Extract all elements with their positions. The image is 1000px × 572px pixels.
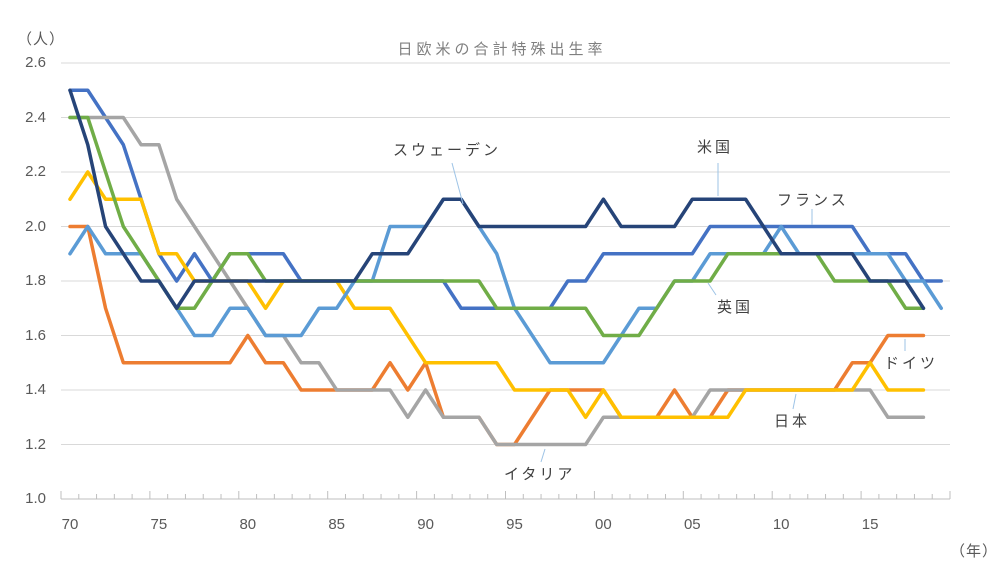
- series-label-germany: ドイツ: [884, 355, 939, 372]
- y-axis-unit-label: （人）: [17, 31, 66, 48]
- line-series-sweden: [68, 197, 943, 365]
- series-label-france: フランス: [777, 192, 849, 209]
- y-tick-label: 2.6: [25, 54, 46, 71]
- x-tick-label: 15: [861, 516, 879, 533]
- y-tick-label: 2.4: [25, 108, 46, 126]
- y-tick-label: 1.2: [25, 435, 46, 453]
- leader-line-uk: [707, 282, 717, 296]
- x-tick-label: 05: [683, 516, 701, 533]
- x-tick-label: 70: [61, 516, 79, 533]
- x-tick-label: 75: [150, 516, 168, 533]
- x-tick-label: 00: [595, 516, 612, 533]
- x-tick-label: 95: [506, 516, 523, 533]
- x-tick-label: 85: [328, 516, 346, 533]
- y-tick-label: 1.0: [25, 490, 46, 507]
- x-tick-label: 90: [417, 516, 434, 533]
- y-tick-label: 2.2: [25, 163, 46, 180]
- leader-line-japan: [792, 393, 797, 410]
- x-tick-label: 10: [772, 516, 790, 533]
- x-tick-label: 80: [239, 516, 257, 533]
- series-label-japan: 日本: [774, 413, 811, 430]
- line-series-us: [68, 88, 926, 310]
- y-tick-label: 1.8: [25, 272, 46, 289]
- leader-line-italy: [540, 448, 546, 463]
- y-tick-label: 1.6: [25, 326, 46, 344]
- y-tick-label: 1.4: [25, 381, 46, 398]
- leader-line-sweden: [451, 162, 464, 205]
- series-label-sweden: スウェーデン: [393, 142, 502, 159]
- series-label-us: 米国: [697, 139, 734, 156]
- y-tick-label: 2.0: [25, 217, 46, 235]
- series-label-italy: イタリア: [504, 466, 576, 483]
- chart-title: 日欧米の合計特殊出生率: [397, 41, 607, 58]
- x-axis-unit-label: （年）: [950, 543, 999, 560]
- series-label-uk: 英国: [717, 299, 754, 316]
